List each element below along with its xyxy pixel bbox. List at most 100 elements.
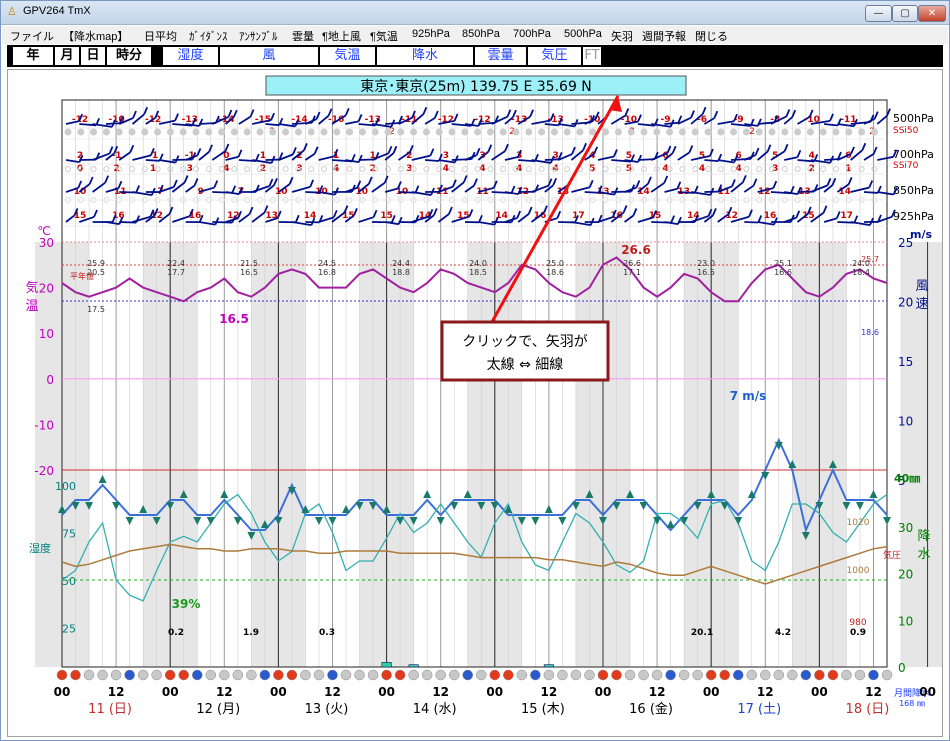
wind-barb xyxy=(185,184,196,193)
maximize-button[interactable]: ▢ xyxy=(892,5,918,22)
tab-0[interactable]: 年 xyxy=(13,47,53,65)
wind-barb-flag xyxy=(690,110,695,118)
hour-label: 00 xyxy=(162,685,179,699)
wind-barb xyxy=(358,216,374,223)
wind-barb-flag xyxy=(796,186,802,195)
menu-item-1[interactable]: 【降水map】 xyxy=(63,31,129,43)
wind-direction-arrow xyxy=(193,517,202,525)
ssi-dot xyxy=(832,128,840,136)
wind-direction-arrow xyxy=(707,490,716,498)
precip-axis-tick: 0 xyxy=(898,661,906,675)
ssi-dot xyxy=(768,128,776,136)
minimize-button[interactable]: — xyxy=(865,5,892,22)
weather-icon xyxy=(746,669,758,681)
menu-item-0[interactable]: ファイル xyxy=(10,31,54,43)
wind-unit: m/s xyxy=(910,228,932,241)
wind-barb-flag xyxy=(475,147,481,156)
ssi-dot xyxy=(436,166,443,172)
level-label: SSi50 xyxy=(893,126,919,136)
menu-item-11[interactable]: 500hPa xyxy=(564,28,602,40)
ssi-dot xyxy=(128,128,136,136)
weather-icon xyxy=(259,669,271,681)
wind-barb-flag xyxy=(288,176,294,185)
wind-barb-flag xyxy=(752,178,758,187)
weather-icon xyxy=(503,669,514,681)
temp-axis-label: 温 xyxy=(25,299,38,314)
menu-item-8[interactable]: 925hPa xyxy=(412,28,450,40)
wind-barb xyxy=(411,191,432,196)
menu-item-9[interactable]: 850hPa xyxy=(462,28,500,40)
ssi-dot xyxy=(538,166,545,172)
ssi-dot xyxy=(422,128,430,136)
tab-1[interactable]: 月 xyxy=(55,47,79,65)
wind-barb-flag xyxy=(409,145,414,153)
menu-item-3[interactable]: ｶﾞｲﾀﾞﾝｽ xyxy=(189,31,228,43)
tab-9[interactable]: 気圧 xyxy=(528,47,581,65)
menu-item-13[interactable]: 週間予報 xyxy=(642,31,686,43)
menu-item-5[interactable]: 雲量 xyxy=(292,31,314,43)
wind-direction-arrow xyxy=(531,517,540,525)
weather-icon xyxy=(557,669,568,681)
ssi-dot xyxy=(448,128,456,136)
tab-6[interactable]: 気温 xyxy=(320,47,375,65)
ssi-dot xyxy=(666,166,673,172)
forecast-chart-area[interactable]: 東京･東京(25m) 139.75 E 35.69 N 500hPa SSi50 7… xyxy=(7,69,950,737)
temp-925: 12 xyxy=(150,211,163,221)
menu-item-4[interactable]: ｱﾝｻﾝﾌﾞﾙ xyxy=(239,31,278,43)
wind-barb xyxy=(610,211,625,223)
weather-icon xyxy=(137,669,149,681)
ssi-dot xyxy=(193,197,199,203)
humidity-line xyxy=(61,493,888,602)
wind-barb-flag xyxy=(132,110,137,119)
menu-item-10[interactable]: 700hPa xyxy=(513,28,551,40)
menu-item-12[interactable]: 矢羽 xyxy=(611,31,633,43)
wind-barb xyxy=(877,155,894,161)
wind-barb xyxy=(278,123,296,128)
wind-barb-flag xyxy=(701,106,707,115)
weather-icon xyxy=(841,669,852,681)
tab-10[interactable]: FT xyxy=(583,47,601,65)
wind-barb xyxy=(92,152,110,161)
precip-axis-tick: 20 xyxy=(898,568,913,582)
ssi-dot xyxy=(410,197,417,203)
menu-item-7[interactable]: ¶気温 xyxy=(370,31,398,43)
tab-5[interactable]: 風 xyxy=(220,47,318,65)
wind-barb xyxy=(65,120,80,125)
menu-item-14[interactable]: 閉じる xyxy=(695,31,728,43)
ssi-dot xyxy=(487,166,494,172)
tab-3[interactable]: 時分 xyxy=(107,47,151,65)
close-button[interactable]: ✕ xyxy=(918,5,946,22)
tab-2[interactable]: 日 xyxy=(81,47,105,65)
wind-barb-flag xyxy=(343,205,349,213)
menu-item-6[interactable]: ¶地上風 xyxy=(322,31,361,43)
wind-barb-flag xyxy=(294,214,300,223)
ssi-dot xyxy=(628,197,635,203)
wind-barb xyxy=(185,123,200,127)
wind-barb xyxy=(823,217,838,223)
wind-barb xyxy=(797,159,815,163)
wind-direction-arrow xyxy=(883,517,891,525)
day-label: 17 (土) xyxy=(737,702,781,717)
ssi-700: 4 xyxy=(553,164,559,174)
temp-500: -12 xyxy=(438,115,454,125)
ssi-dot xyxy=(500,197,507,203)
wind-barb-flag xyxy=(303,142,308,151)
menu-item-2[interactable]: 日平均 xyxy=(144,31,177,43)
ssi-dot xyxy=(461,166,468,172)
wind-barb xyxy=(703,117,715,125)
wind-barb xyxy=(850,221,871,226)
title-bar[interactable]: ♙ GPV264 TmX — ▢ ✕ xyxy=(1,1,949,25)
tab-8[interactable]: 雲量 xyxy=(475,47,526,65)
temp-700: 5 xyxy=(626,151,632,161)
ssi-dot xyxy=(166,128,174,136)
weather-icon xyxy=(435,669,446,681)
temp-500: -16 xyxy=(328,115,344,125)
wind-barb-flag xyxy=(397,181,402,189)
wind-direction-arrow xyxy=(409,517,418,525)
wind-direction-arrow xyxy=(517,517,526,525)
tab-7[interactable]: 降水 xyxy=(377,47,473,65)
tab-4[interactable]: 湿度 xyxy=(163,47,218,65)
wind-direction-arrow xyxy=(179,490,188,498)
wind-barb xyxy=(704,159,719,163)
